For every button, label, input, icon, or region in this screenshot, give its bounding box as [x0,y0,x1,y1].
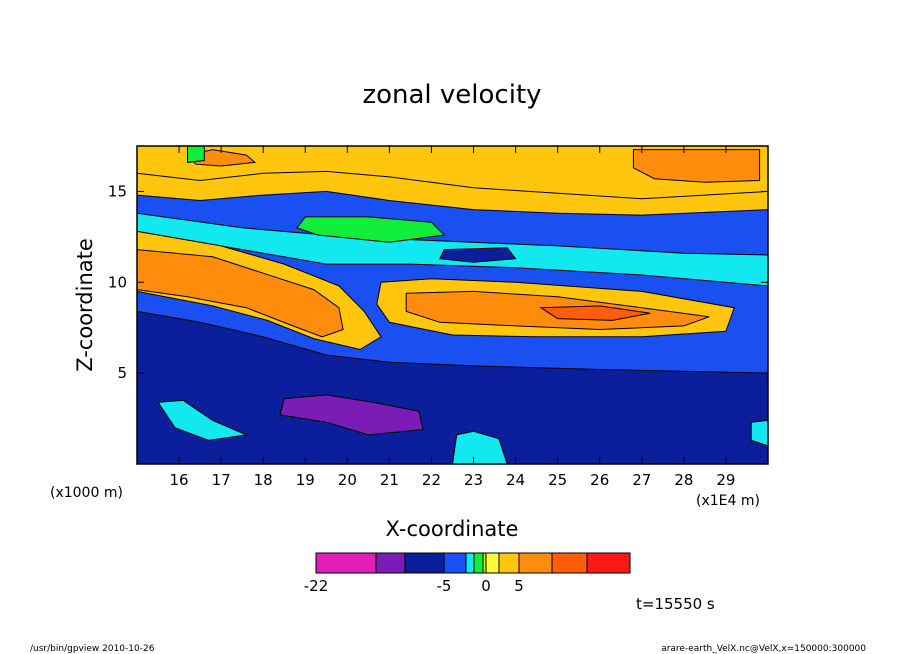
x-tick-label: 16 [170,471,189,489]
footer-right: arare-earth_VelX.nc@VelX,x=150000:300000 [661,644,866,654]
colorbar-segment [404,552,445,574]
contour-region-tilted-positive-core [137,249,344,338]
x-tick-label: 17 [212,471,231,489]
x-axis-label: X-coordinate [386,517,519,541]
colorbar-segment [485,552,500,574]
x-tick-label: 25 [548,471,567,489]
x-tick-label: 28 [674,471,693,489]
x-tick-label: 24 [506,471,525,489]
y-tick-label: 15 [108,182,127,200]
contour-region-jet-negative-core [439,247,517,263]
y-tick-label: 10 [108,273,127,291]
colorbar-label: -22 [304,577,329,595]
colorbar-label: 0 [481,577,491,595]
y-tick-label: 5 [117,364,127,382]
contour-region-upper-positive-core [137,146,768,200]
plot-area [136,145,769,465]
contour-region-bottom-right-patch [451,430,508,464]
colorbar-segment [375,552,406,574]
contour-region-cyan-patch-corner [187,146,205,163]
contour-fields [137,146,768,464]
contour-region-upper-orange-right [632,149,761,183]
colorbar: -22 -5 0 5 [304,552,631,595]
colorbar-segment [315,552,377,574]
colorbar-segment [518,552,553,574]
y-unit-label: (x1000 m) [50,485,123,501]
contour-region-lower-strong-negative [279,394,424,436]
time-label: t=15550 s [636,595,715,613]
contour-region-lower-negative [137,310,768,464]
colorbar-segment [498,552,520,574]
x-tick-label: 21 [380,471,399,489]
colorbar-segment [586,552,631,574]
colorbar-label: -5 [437,577,452,595]
x-unit-label: (x1E4 m) [696,493,760,509]
x-tick-label: 23 [464,471,483,489]
colorbar-segment [473,552,484,574]
x-tick-label: 27 [632,471,651,489]
x-tick-label: 20 [338,471,357,489]
x-tick-label: 18 [254,471,273,489]
contour-region-right-jet-max [539,305,651,321]
x-tick-label: 26 [590,471,609,489]
x-tick-label: 19 [296,471,315,489]
chart-title: zonal velocity [362,80,541,110]
colorbar-label: 5 [514,577,524,595]
plot-frame [136,145,769,465]
x-tick-label: 29 [716,471,735,489]
colorbar-segment [465,552,475,574]
footer-left: /usr/bin/gpview 2010-10-26 [30,644,155,654]
contour-region-right-edge-patch [750,419,768,447]
contour-region-bottom-left-band [157,399,249,441]
x-tick-label: 22 [422,471,441,489]
x-axis-ticks: 16 17 18 19 20 21 22 23 24 25 26 27 28 29 [170,146,735,489]
contour-region-cyan-patch-upper [296,216,446,243]
y-axis-label: Z-coordinate [73,238,97,372]
y-axis-ticks: 5 10 15 [108,182,768,382]
colorbar-segment [443,552,467,574]
colorbar-segment [551,552,588,574]
